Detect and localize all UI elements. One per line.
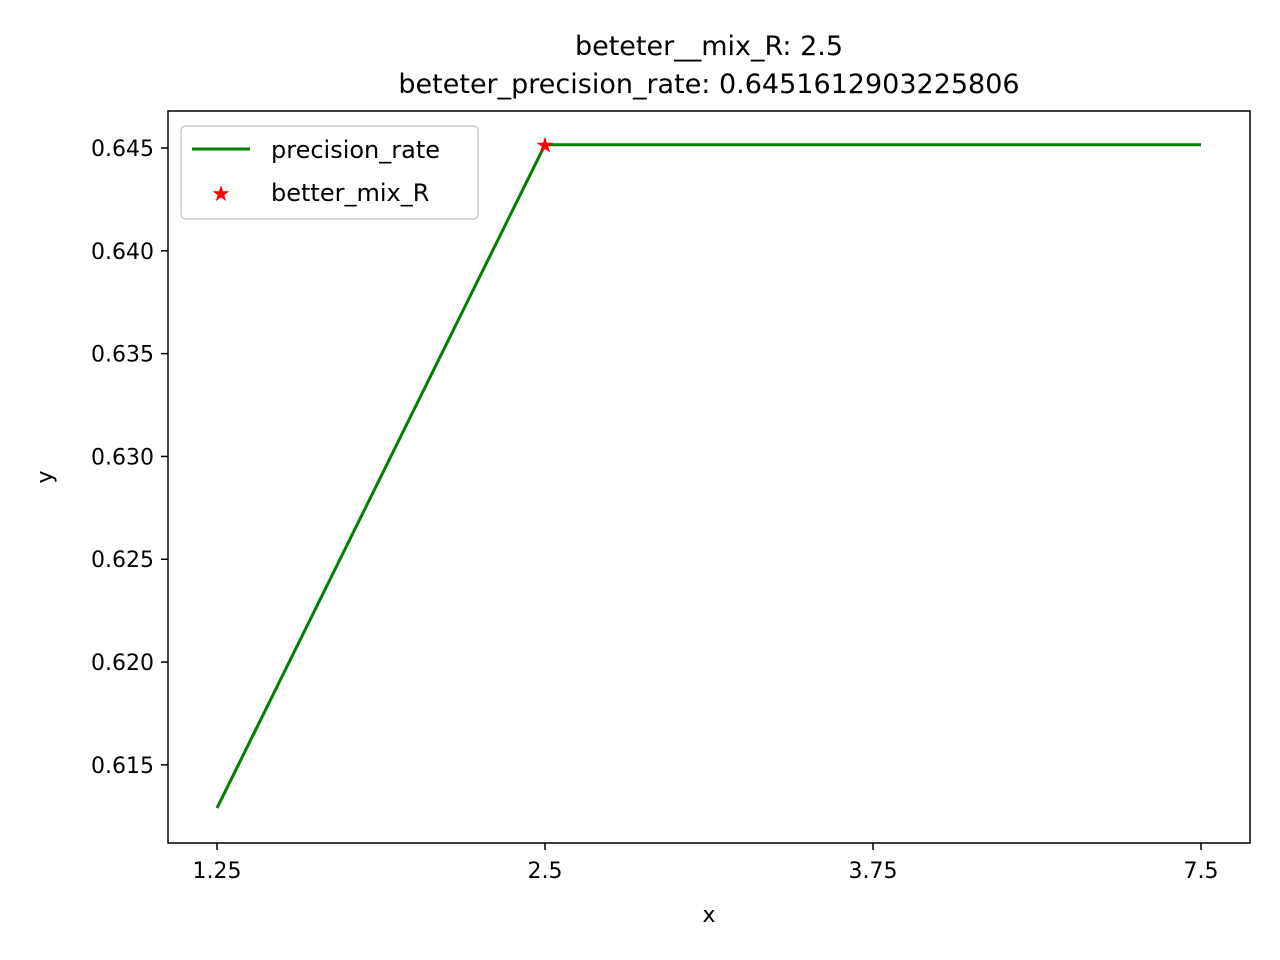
- y-tick-label: 0.640: [91, 240, 154, 265]
- legend-box: [180, 125, 479, 220]
- y-tick-label: 0.645: [91, 137, 154, 162]
- y-tick-label: 0.635: [91, 343, 154, 368]
- y-tick-label: 0.625: [91, 548, 154, 573]
- x-tick-label: 7.5: [1184, 859, 1219, 884]
- x-tick-label: 2.5: [528, 859, 563, 884]
- legend-label-better-mix-r: better_mix_R: [271, 179, 429, 207]
- y-axis-label: y: [33, 470, 58, 483]
- y-tick-label: 0.630: [91, 445, 154, 470]
- series-line-precision-rate: [215, 143, 1201, 809]
- x-tick-label: 3.75: [849, 859, 898, 884]
- chart-title-line1: beteter__mix_R: 2.5: [575, 31, 843, 62]
- y-axis-ticks: 0.615 0.620 0.625 0.630 0.635 0.640 0.645: [91, 137, 168, 779]
- x-tick-label: 1.25: [193, 859, 242, 884]
- x-axis-label: x: [702, 903, 715, 928]
- better-mix-r-star-marker: ★: [535, 134, 555, 159]
- series-layer: ★: [215, 134, 1201, 809]
- y-tick-label: 0.620: [91, 651, 154, 676]
- x-axis-ticks: 1.25 2.5 3.75 7.5: [193, 843, 1219, 884]
- legend: precision_rate ★ better_mix_R: [180, 125, 479, 220]
- legend-label-precision-rate: precision_rate: [271, 136, 440, 164]
- y-tick-label: 0.615: [91, 754, 154, 779]
- legend-star-swatch: ★: [211, 182, 231, 207]
- plot-area: [167, 110, 1251, 844]
- chart-title-line2: beteter_precision_rate: 0.64516129032258…: [398, 69, 1019, 100]
